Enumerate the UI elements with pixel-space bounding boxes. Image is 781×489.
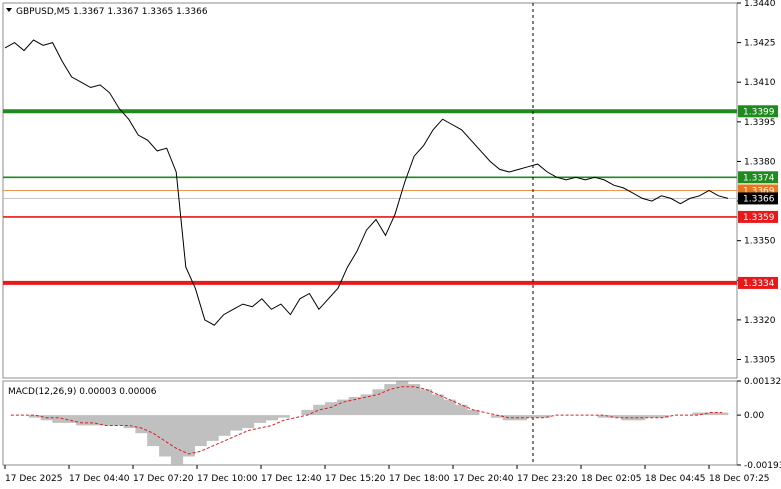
current-price-text: 1.3366 bbox=[743, 194, 775, 204]
price-series-line bbox=[4, 39, 729, 326]
level-label-text: 1.3334 bbox=[743, 279, 775, 289]
x-tick-label: 17 Dec 12:40 bbox=[261, 474, 322, 484]
macd-bar bbox=[159, 415, 172, 457]
y-tick-label: 1.3320 bbox=[744, 316, 776, 326]
x-tick-label: 18 Dec 02:05 bbox=[581, 474, 642, 484]
macd-bar bbox=[64, 415, 77, 423]
macd-bar bbox=[218, 415, 231, 436]
macd-bar bbox=[111, 415, 124, 426]
macd-bar bbox=[431, 394, 444, 416]
macd-bar bbox=[336, 399, 350, 416]
macd-bar bbox=[609, 415, 622, 418]
macd-signal-line bbox=[10, 386, 723, 455]
macd-title: MACD(12,26,9) 0.00003 0.00006 bbox=[8, 387, 157, 397]
y-tick-label: 1.3305 bbox=[744, 356, 776, 366]
y-tick-label: 1.3440 bbox=[744, 0, 776, 9]
level-label-box bbox=[738, 171, 778, 184]
macd-bar bbox=[455, 404, 468, 416]
macd-bar bbox=[502, 415, 515, 421]
level-label-box bbox=[738, 210, 778, 223]
x-tick-label: 17 Dec 20:40 bbox=[453, 474, 514, 484]
macd-bar bbox=[372, 389, 385, 416]
y-tick-label: 1.3395 bbox=[744, 118, 776, 128]
macd-bar bbox=[716, 412, 729, 416]
macd-bar bbox=[194, 415, 207, 447]
level-label-text: 1.3399 bbox=[743, 107, 775, 117]
x-tick-label: 17 Dec 15:20 bbox=[325, 474, 386, 484]
macd-bar bbox=[443, 399, 456, 416]
macd-bar bbox=[396, 381, 409, 416]
macd-bar bbox=[99, 415, 112, 426]
x-tick-label: 17 Dec 10:00 bbox=[197, 474, 258, 484]
macd-bar bbox=[52, 415, 65, 423]
macd-bar bbox=[467, 409, 480, 416]
macd-bar bbox=[645, 415, 658, 418]
macd-bar bbox=[265, 415, 278, 421]
y-tick-label: 1.3350 bbox=[744, 237, 776, 247]
macd-bar bbox=[230, 415, 243, 431]
x-tick-label: 17 Dec 04:40 bbox=[69, 474, 130, 484]
macd-bar bbox=[384, 384, 397, 416]
support-resistance-levels bbox=[3, 109, 737, 285]
macd-y-axis: 0.00132 0.00 -0.00193 bbox=[737, 377, 781, 471]
macd-bar bbox=[182, 415, 195, 457]
macd-y-tick-label: 0.00 bbox=[744, 411, 764, 421]
y-tick-label: 1.3380 bbox=[744, 157, 776, 167]
level-label-box bbox=[738, 105, 778, 118]
x-tick-label: 17 Dec 23:20 bbox=[517, 474, 578, 484]
macd-bar bbox=[135, 415, 148, 434]
macd-y-tick-label: -0.00193 bbox=[744, 461, 781, 471]
macd-bar bbox=[348, 397, 361, 416]
x-tick-label: 17 Dec 07:20 bbox=[133, 474, 194, 484]
level-label-text: 1.3359 bbox=[743, 213, 775, 223]
macd-bar bbox=[301, 409, 314, 416]
macd-bar bbox=[597, 415, 610, 418]
macd-bar bbox=[313, 404, 326, 416]
macd-bar bbox=[253, 415, 267, 423]
macd-bar bbox=[325, 402, 338, 416]
macd-bar bbox=[360, 394, 373, 416]
x-tick-label: 18 Dec 07:25 bbox=[709, 474, 770, 484]
macd-bar bbox=[656, 415, 670, 418]
macd-bar bbox=[206, 415, 219, 441]
macd-bar bbox=[277, 415, 290, 418]
macd-bar bbox=[170, 415, 184, 465]
macd-bar bbox=[538, 415, 551, 418]
macd-bar bbox=[242, 415, 255, 428]
x-tick-label: 18 Dec 04:45 bbox=[645, 474, 706, 484]
macd-y-tick-label: 0.00132 bbox=[744, 377, 781, 387]
x-tick-label: 17 Dec 18:00 bbox=[389, 474, 450, 484]
time-x-axis: 17 Dec 2025 17 Dec 04:40 17 Dec 07:20 17 De… bbox=[4, 465, 770, 484]
macd-bar bbox=[491, 415, 504, 418]
chart-title: GBPUSD,M5 1.3367 1.3367 1.3365 1.3366 bbox=[16, 7, 208, 17]
macd-bar bbox=[147, 415, 160, 447]
macd-bar bbox=[514, 415, 527, 421]
current-price-box bbox=[738, 192, 778, 205]
macd-bar bbox=[88, 415, 101, 426]
level-label-box bbox=[738, 276, 778, 289]
y-tick-label: 1.3425 bbox=[744, 39, 776, 49]
macd-bar bbox=[123, 415, 136, 428]
macd-bar bbox=[28, 415, 41, 418]
dropdown-triangle-icon[interactable] bbox=[6, 8, 12, 12]
macd-bar bbox=[526, 415, 539, 418]
macd-bar bbox=[419, 389, 432, 416]
macd-bar bbox=[692, 412, 705, 416]
macd-bar bbox=[408, 384, 421, 416]
y-tick-label: 1.3410 bbox=[744, 78, 776, 88]
macd-bar bbox=[704, 412, 717, 416]
level-label-text: 1.3374 bbox=[743, 173, 775, 183]
x-tick-label: 17 Dec 2025 bbox=[5, 474, 63, 484]
macd-bar bbox=[633, 415, 646, 421]
bid-label-text: 1.3369 bbox=[743, 187, 775, 197]
macd-bar bbox=[76, 415, 89, 426]
